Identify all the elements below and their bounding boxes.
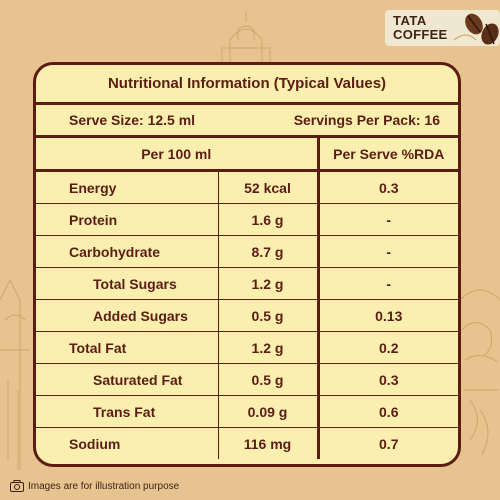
column-header-rda: Per Serve %RDA [318,138,458,172]
camera-icon [10,480,24,492]
nutrient-rda: 0.13 [318,299,458,332]
nutrient-value: 0.09 g [218,395,320,428]
nutrient-rda: - [318,267,458,300]
nutrient-value: 0.5 g [218,363,320,396]
nutrient-value: 1.2 g [218,267,320,300]
nutrient-label: Total Sugars [36,267,219,300]
table-header-row: Per 100 ml Per Serve %RDA [36,138,458,172]
nutrient-rda: - [318,203,458,236]
nutrient-value: 1.6 g [218,203,320,236]
nutrient-label: Saturated Fat [36,363,219,396]
column-header-per-100ml: Per 100 ml [36,138,320,172]
table-row: Total Fat 1.2 g 0.2 [36,331,458,364]
nutrient-rda: 0.3 [318,363,458,396]
nutrient-label: Trans Fat [36,395,219,428]
nutrient-value: 1.2 g [218,331,320,364]
nutrient-label: Total Fat [36,331,219,364]
nutrient-value: 52 kcal [218,170,320,204]
nutrition-table: Per 100 ml Per Serve %RDA Energy 52 kcal… [36,138,458,459]
nutrient-label: Energy [36,170,219,204]
table-row: Saturated Fat 0.5 g 0.3 [36,363,458,396]
serve-size: Serve Size: 12.5 ml [69,112,196,128]
nutrient-rda: 0.7 [379,435,399,452]
nutrient-label: Carbohydrate [36,235,219,268]
tata-coffee-logo: TATA COFFEE [385,10,500,46]
coffee-beans-icon [453,13,499,45]
nutrient-rda: - [318,235,458,268]
brand-line-tata: TATA [393,13,427,28]
nutrient-rda: 0.6 [318,395,458,428]
disclaimer-text: Images are for illustration purpose [28,480,180,492]
table-row: Trans Fat 0.09 g 0.6 [36,395,458,428]
nutrient-value: 8.7 g [218,235,320,268]
table-row: Carbohydrate 8.7 g - [36,235,458,268]
table-row: Added Sugars 0.5 g 0.13 [36,299,458,332]
illustration-disclaimer: Images are for illustration purpose [10,480,179,492]
nutrient-label: Sodium [36,427,219,459]
nutrient-rda: 0.2 [318,331,458,364]
nutrient-rda: 0.3 [318,170,458,204]
table-row: Sodium 116 mg 0.7 [36,427,458,459]
table-row: Total Sugars 1.2 g - [36,267,458,300]
table-row: Protein 1.6 g - [36,203,458,236]
nutrient-label: Protein [36,203,219,236]
brand-line-coffee: COFFEE [393,27,448,42]
servings-per-pack: Servings Per Pack: 16 [293,112,440,128]
nutrient-value: 0.5 g [218,299,320,332]
serving-info-row: Serve Size: 12.5 ml Servings Per Pack: 1… [36,105,458,138]
table-row: Energy 52 kcal 0.3 [36,170,458,204]
nutrient-value: 116 mg [218,427,320,459]
panel-title: Nutritional Information (Typical Values) [36,65,458,105]
nutrient-label: Added Sugars [36,299,219,332]
nutrition-panel: Nutritional Information (Typical Values)… [33,62,461,467]
